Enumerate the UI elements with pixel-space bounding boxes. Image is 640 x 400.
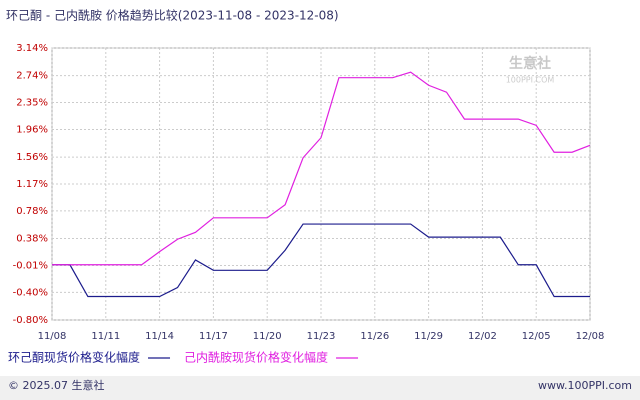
y-tick-label: -0.01% [13,260,48,271]
legend-label: 环己酮现货价格变化幅度 [8,350,140,365]
series-line [52,71,591,266]
x-tick-label: 11/08 [38,331,67,342]
plot: 3.14% 2.74% 2.35% 1.96% 1.56% 1.17% 0.78% 0.38%… [8,43,604,365]
y-tick-label: 0.78% [16,206,48,217]
x-tick-label: 11/14 [145,331,174,342]
x-tick-label: 12/05 [522,331,551,342]
series-line [52,223,590,298]
y-tick-label: 1.56% [16,152,48,163]
y-tick-label: 2.74% [16,71,48,82]
x-tick-label: 11/29 [414,331,443,342]
watermark-site: 100PPI.COM [506,76,555,85]
y-tick-label: -0.40% [13,287,48,298]
x-tick-label: 11/23 [307,331,336,342]
x-tick-label: 11/11 [91,331,120,342]
x-tick-label: 12/08 [576,331,605,342]
y-tick-label: 3.14% [16,43,48,54]
y-tick-label: 0.38% [16,234,48,245]
chart-title: 环己酮 - 己内酰胺 价格趋势比较(2023-11-08 - 2023-12-0… [6,8,339,23]
y-tick-label: 1.96% [16,124,48,135]
watermark-name: 生意社 [509,55,551,72]
x-tick-label: 11/20 [253,331,282,342]
y-tick-label: 2.35% [16,98,48,109]
footer-bar [0,376,640,400]
footer-site: www.100PPI.com [538,379,632,392]
footer-copyright: © 2025.07 生意社 [8,378,104,392]
x-tick-label: 11/17 [199,331,228,342]
x-tick-label: 11/26 [360,331,389,342]
x-tick-label: 12/02 [468,331,497,342]
legend-label: 己内酰胺现货价格变化幅度 [184,350,328,365]
y-tick-label: -0.80% [13,315,48,326]
y-tick-label: 1.17% [16,179,48,190]
